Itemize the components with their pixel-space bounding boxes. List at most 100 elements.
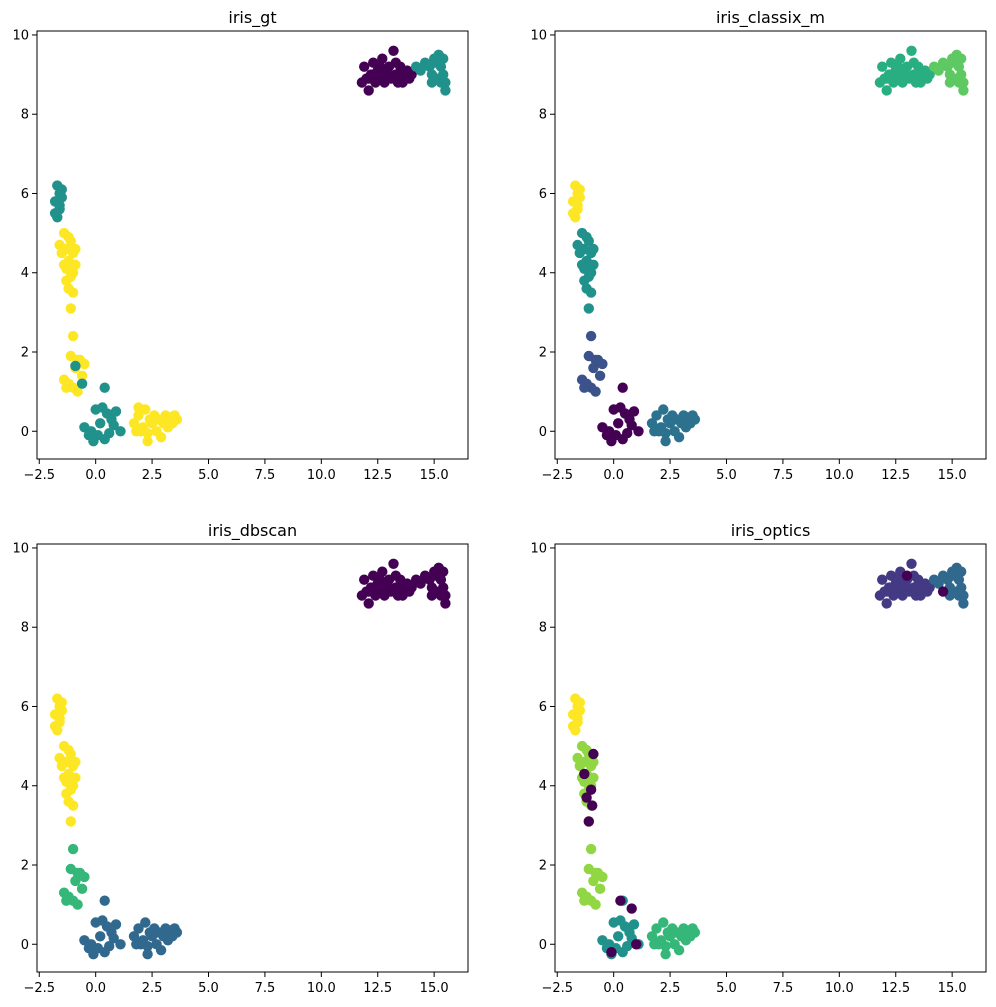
data-point xyxy=(588,362,599,374)
y-tick-label: 4 xyxy=(539,266,547,281)
y-tick-label: 4 xyxy=(539,779,547,794)
data-point xyxy=(63,744,74,756)
data-point xyxy=(956,53,967,64)
data-point xyxy=(685,931,696,942)
data-point xyxy=(61,382,72,393)
data-point xyxy=(76,378,88,389)
data-point xyxy=(388,558,399,569)
data-point xyxy=(574,184,585,195)
data-point xyxy=(63,231,74,243)
subplot-0: iris_gt −2.5 0.0 2.5 5.0 7.5 10.0 12.5 15.0 0 2 4 6 8… xyxy=(12,8,469,483)
data-point xyxy=(67,267,79,278)
points-group xyxy=(49,558,451,960)
data-point xyxy=(115,939,126,950)
data-point xyxy=(397,77,408,88)
data-point xyxy=(58,772,70,783)
data-point xyxy=(56,760,67,772)
y-tick-label: 2 xyxy=(21,859,29,874)
data-point xyxy=(72,386,83,397)
subplot-1: iris_classix_m −2.5 0.0 2.5 5.0 7.5 10.0 12.5 15… xyxy=(530,8,987,483)
x-tick-label: 2.5 xyxy=(660,981,681,996)
x-tick-label: 0.0 xyxy=(85,468,106,483)
data-point xyxy=(651,923,662,934)
data-point xyxy=(953,590,965,601)
data-point xyxy=(61,788,72,799)
data-point xyxy=(390,57,401,68)
data-point xyxy=(673,945,685,956)
data-point xyxy=(585,843,597,855)
y-tick-label: 0 xyxy=(539,425,547,440)
data-point xyxy=(590,867,601,879)
y-tick-label: 4 xyxy=(21,779,29,794)
data-point xyxy=(67,780,79,791)
data-point xyxy=(588,243,599,255)
data-point xyxy=(67,330,79,342)
data-point xyxy=(628,406,640,417)
data-point xyxy=(594,883,606,894)
data-point xyxy=(892,61,904,72)
y-tick-label: 8 xyxy=(21,621,29,636)
plot-frame xyxy=(554,30,987,460)
points-group xyxy=(567,558,969,960)
data-point xyxy=(72,867,83,879)
x-tick-label: 15.0 xyxy=(938,468,967,483)
data-point xyxy=(95,931,106,942)
data-point xyxy=(72,899,83,910)
data-point xyxy=(658,404,669,415)
data-point xyxy=(579,275,590,286)
data-point xyxy=(658,917,669,928)
data-point xyxy=(958,85,969,96)
y-tick-label: 10 xyxy=(12,28,29,43)
data-point xyxy=(649,939,660,950)
data-point xyxy=(144,927,155,938)
y-tick-label: 2 xyxy=(21,346,29,361)
x-tick-label: 15.0 xyxy=(938,981,967,996)
data-point xyxy=(953,77,965,88)
y-tick-label: 6 xyxy=(539,187,547,202)
data-point xyxy=(933,578,944,589)
y-tick-label: 6 xyxy=(21,187,29,202)
y-tick-label: 6 xyxy=(21,700,29,715)
data-point xyxy=(906,45,917,56)
x-tick-label: 7.5 xyxy=(773,981,794,996)
data-point xyxy=(108,933,119,944)
data-point xyxy=(606,947,617,958)
data-point xyxy=(133,923,144,934)
data-point xyxy=(140,917,151,928)
data-point xyxy=(56,184,67,195)
y-tick-label: 6 xyxy=(539,700,547,715)
x-tick-label: −2.5 xyxy=(541,468,573,483)
data-point xyxy=(572,717,583,728)
data-point xyxy=(61,275,72,286)
data-point xyxy=(877,61,888,72)
y-tick-label: 4 xyxy=(21,266,29,281)
data-point xyxy=(359,61,370,72)
data-point xyxy=(944,77,956,88)
data-point xyxy=(924,69,935,80)
data-point xyxy=(52,725,63,736)
data-point xyxy=(617,382,628,393)
data-point xyxy=(70,360,81,372)
data-point xyxy=(65,816,77,827)
data-point xyxy=(67,800,79,811)
data-point xyxy=(590,899,601,910)
x-tick-label: 10.0 xyxy=(825,468,854,483)
data-point xyxy=(583,816,594,827)
x-tick-label: 2.5 xyxy=(142,981,163,996)
data-point xyxy=(167,418,178,429)
data-point xyxy=(76,883,88,894)
y-tick-label: 10 xyxy=(12,541,29,556)
points-group xyxy=(49,45,451,447)
data-point xyxy=(937,586,949,597)
data-point xyxy=(881,73,892,84)
data-point xyxy=(374,61,386,72)
plot-frame xyxy=(554,543,987,973)
y-tick-label: 8 xyxy=(539,108,547,123)
data-point xyxy=(587,800,598,811)
data-point xyxy=(438,53,449,64)
data-point xyxy=(660,949,671,960)
data-point xyxy=(673,432,685,443)
x-tick-label: 12.5 xyxy=(363,981,392,996)
data-point xyxy=(617,434,628,445)
